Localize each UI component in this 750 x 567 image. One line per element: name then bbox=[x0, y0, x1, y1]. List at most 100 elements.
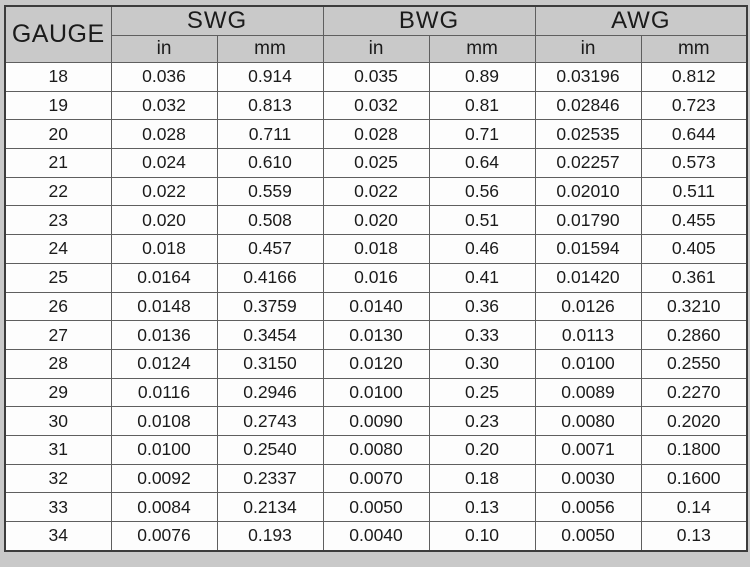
cell-bwg-mm: 0.20 bbox=[428, 434, 536, 465]
cell-awg-in: 0.0050 bbox=[534, 520, 642, 552]
cell-awg-in: 0.0126 bbox=[534, 291, 642, 322]
cell-swg-mm: 0.813 bbox=[216, 90, 324, 121]
cell-gauge: 18 bbox=[4, 62, 112, 92]
table-row: 33 0.0084 0.2134 0.0050 0.13 0.0056 0.14 bbox=[4, 492, 748, 522]
cell-bwg-in: 0.0140 bbox=[322, 291, 430, 322]
cell-swg-in: 0.0076 bbox=[110, 520, 218, 552]
cell-swg-mm: 0.2743 bbox=[216, 406, 324, 436]
cell-awg-mm: 0.3210 bbox=[640, 291, 748, 322]
cell-bwg-in: 0.0070 bbox=[322, 463, 430, 494]
cell-awg-mm: 0.573 bbox=[640, 148, 748, 178]
cell-swg-mm: 0.193 bbox=[216, 520, 324, 552]
cell-gauge: 33 bbox=[4, 492, 112, 522]
cell-bwg-mm: 0.51 bbox=[428, 205, 536, 236]
cell-gauge: 21 bbox=[4, 148, 112, 178]
cell-swg-in: 0.0136 bbox=[110, 320, 218, 350]
cell-bwg-in: 0.018 bbox=[322, 234, 430, 264]
cell-swg-mm: 0.2337 bbox=[216, 463, 324, 494]
cell-bwg-in: 0.016 bbox=[322, 262, 430, 293]
cell-bwg-in: 0.0100 bbox=[322, 377, 430, 408]
column-header-bwg-in: in bbox=[322, 35, 430, 63]
cell-awg-in: 0.0056 bbox=[534, 492, 642, 522]
table-row: 34 0.0076 0.193 0.0040 0.10 0.0050 0.13 bbox=[4, 520, 748, 552]
table-row: 27 0.0136 0.3454 0.0130 0.33 0.0113 0.2860 bbox=[4, 320, 748, 350]
cell-bwg-in: 0.022 bbox=[322, 176, 430, 207]
cell-bwg-in: 0.025 bbox=[322, 148, 430, 178]
cell-awg-mm: 0.405 bbox=[640, 234, 748, 264]
cell-bwg-in: 0.020 bbox=[322, 205, 430, 236]
cell-bwg-mm: 0.71 bbox=[428, 119, 536, 150]
cell-gauge: 29 bbox=[4, 377, 112, 408]
cell-awg-in: 0.0030 bbox=[534, 463, 642, 494]
table-header: GAUGE SWG BWG AWG in mm in mm in mm bbox=[4, 5, 748, 63]
cell-awg-mm: 0.13 bbox=[640, 520, 748, 552]
header-unit-row: in mm in mm in mm bbox=[5, 35, 748, 63]
cell-swg-mm: 0.457 bbox=[216, 234, 324, 264]
cell-bwg-mm: 0.56 bbox=[428, 176, 536, 207]
cell-swg-in: 0.028 bbox=[110, 119, 218, 150]
table-row: 25 0.0164 0.4166 0.016 0.41 0.01420 0.361 bbox=[4, 262, 748, 293]
cell-bwg-in: 0.0130 bbox=[322, 320, 430, 350]
cell-bwg-in: 0.0080 bbox=[322, 434, 430, 465]
table-row: 30 0.0108 0.2743 0.0090 0.23 0.0080 0.2020 bbox=[4, 406, 748, 436]
cell-awg-mm: 0.2550 bbox=[640, 348, 748, 379]
cell-awg-mm: 0.2020 bbox=[640, 406, 748, 436]
cell-awg-mm: 0.723 bbox=[640, 90, 748, 121]
column-header-swg-mm: mm bbox=[216, 35, 324, 63]
cell-bwg-mm: 0.13 bbox=[428, 492, 536, 522]
cell-swg-mm: 0.508 bbox=[216, 205, 324, 236]
cell-gauge: 19 bbox=[4, 90, 112, 121]
cell-awg-in: 0.0089 bbox=[534, 377, 642, 408]
cell-swg-mm: 0.3150 bbox=[216, 348, 324, 379]
cell-swg-mm: 0.914 bbox=[216, 62, 324, 92]
table-row: 23 0.020 0.508 0.020 0.51 0.01790 0.455 bbox=[4, 205, 748, 236]
cell-bwg-mm: 0.10 bbox=[428, 520, 536, 552]
cell-bwg-mm: 0.41 bbox=[428, 262, 536, 293]
cell-bwg-mm: 0.89 bbox=[428, 62, 536, 92]
cell-bwg-in: 0.035 bbox=[322, 62, 430, 92]
cell-swg-in: 0.022 bbox=[110, 176, 218, 207]
cell-awg-mm: 0.14 bbox=[640, 492, 748, 522]
cell-swg-mm: 0.610 bbox=[216, 148, 324, 178]
cell-swg-in: 0.018 bbox=[110, 234, 218, 264]
cell-swg-mm: 0.711 bbox=[216, 119, 324, 150]
column-header-swg-in: in bbox=[110, 35, 218, 63]
cell-bwg-in: 0.0090 bbox=[322, 406, 430, 436]
cell-gauge: 24 bbox=[4, 234, 112, 264]
cell-bwg-mm: 0.30 bbox=[428, 348, 536, 379]
cell-gauge: 30 bbox=[4, 406, 112, 436]
cell-awg-in: 0.01594 bbox=[534, 234, 642, 264]
column-group-swg: SWG bbox=[110, 5, 324, 36]
cell-swg-mm: 0.3454 bbox=[216, 320, 324, 350]
cell-gauge: 28 bbox=[4, 348, 112, 379]
cell-awg-mm: 0.511 bbox=[640, 176, 748, 207]
cell-gauge: 25 bbox=[4, 262, 112, 293]
cell-swg-in: 0.0092 bbox=[110, 463, 218, 494]
cell-swg-in: 0.036 bbox=[110, 62, 218, 92]
cell-bwg-in: 0.0040 bbox=[322, 520, 430, 552]
cell-bwg-in: 0.032 bbox=[322, 90, 430, 121]
cell-awg-in: 0.0113 bbox=[534, 320, 642, 350]
cell-awg-in: 0.0080 bbox=[534, 406, 642, 436]
cell-gauge: 31 bbox=[4, 434, 112, 465]
cell-bwg-mm: 0.46 bbox=[428, 234, 536, 264]
table-row: 19 0.032 0.813 0.032 0.81 0.02846 0.723 bbox=[4, 90, 748, 121]
cell-bwg-in: 0.0050 bbox=[322, 492, 430, 522]
cell-gauge: 26 bbox=[4, 291, 112, 322]
cell-gauge: 20 bbox=[4, 119, 112, 150]
cell-awg-mm: 0.1600 bbox=[640, 463, 748, 494]
cell-awg-mm: 0.812 bbox=[640, 62, 748, 92]
cell-bwg-mm: 0.64 bbox=[428, 148, 536, 178]
table-row: 22 0.022 0.559 0.022 0.56 0.02010 0.511 bbox=[4, 176, 748, 207]
cell-awg-in: 0.02257 bbox=[534, 148, 642, 178]
table-body: 18 0.036 0.914 0.035 0.89 0.03196 0.812 19 0.032… bbox=[4, 62, 748, 552]
header-group-row: GAUGE SWG BWG AWG bbox=[4, 5, 748, 63]
cell-swg-mm: 0.2946 bbox=[216, 377, 324, 408]
table-row: 21 0.024 0.610 0.025 0.64 0.02257 0.573 bbox=[4, 148, 748, 178]
column-header-bwg-mm: mm bbox=[428, 35, 536, 63]
cell-gauge: 34 bbox=[4, 520, 112, 552]
cell-swg-in: 0.020 bbox=[110, 205, 218, 236]
cell-swg-in: 0.0084 bbox=[110, 492, 218, 522]
table-row: 18 0.036 0.914 0.035 0.89 0.03196 0.812 bbox=[4, 62, 748, 92]
cell-awg-in: 0.02846 bbox=[534, 90, 642, 121]
